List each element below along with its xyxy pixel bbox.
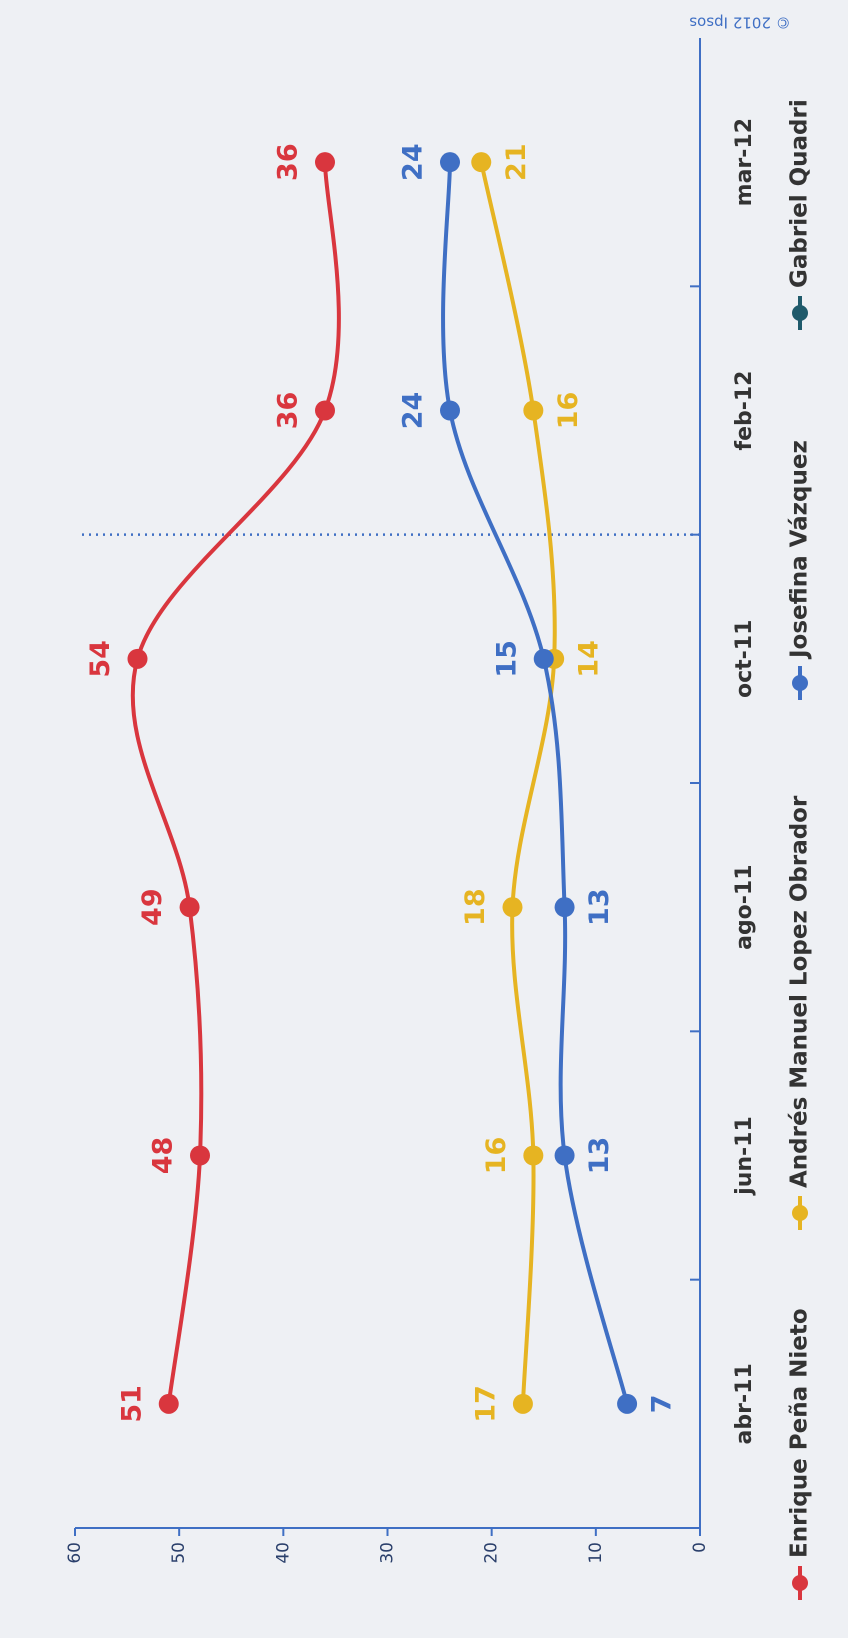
x-tick-label: abr-11 (732, 1363, 757, 1444)
y-tick-label: 10 (586, 1542, 606, 1564)
data-label: 13 (584, 1137, 615, 1175)
data-point (127, 648, 148, 669)
copyright: © 2012 Ipsos (689, 14, 791, 32)
data-point (315, 400, 335, 421)
x-tick-label: oct-11 (732, 620, 757, 698)
data-point (554, 897, 575, 918)
data-label: 51 (116, 1385, 147, 1423)
data-label: 24 (398, 392, 429, 430)
legend-label: Gabriel Quadri (787, 99, 813, 288)
data-label: 49 (137, 888, 168, 926)
data-point (502, 897, 523, 918)
data-label: 17 (470, 1385, 501, 1423)
series-line (479, 161, 557, 1404)
data-label: 7 (647, 1394, 678, 1413)
plot-group: 0 10 20 30 40 50 60 abr-11 jun-11 ago-11 oct-11 feb… (65, 38, 813, 1600)
data-label: 21 (501, 143, 532, 181)
data-label: 36 (273, 392, 304, 430)
data-point (179, 897, 200, 918)
x-tick-label: ago-11 (732, 864, 757, 949)
y-tick-label: 20 (482, 1542, 502, 1564)
data-point (554, 1145, 575, 1166)
data-point (440, 152, 460, 173)
legend-label: Josefina Vázquez (787, 440, 813, 660)
data-point (523, 400, 544, 421)
y-tick-label: 40 (273, 1542, 293, 1564)
data-point (512, 1393, 533, 1414)
legend-label: Enrique Peña Nieto (787, 1308, 813, 1558)
y-tick-label: 50 (169, 1542, 189, 1564)
data-point (440, 400, 460, 421)
data-label: 36 (273, 143, 304, 181)
legend-marker (792, 1575, 808, 1591)
data-point (617, 1393, 638, 1414)
legend-marker (792, 1205, 808, 1221)
legend-marker (792, 305, 808, 321)
y-tick-label: 0 (690, 1542, 710, 1553)
data-label: 14 (574, 640, 605, 678)
series-line (441, 162, 630, 1405)
series-line (130, 162, 341, 1405)
data-label: 13 (584, 888, 615, 926)
y-tick-label: 60 (65, 1542, 85, 1564)
data-label: 16 (553, 392, 584, 430)
data-point (523, 1145, 544, 1166)
data-label: 15 (491, 640, 522, 678)
x-tick-label: mar-12 (732, 118, 757, 206)
x-tick-label: feb-12 (732, 371, 757, 451)
legend-label: Andrés Manuel Lopez Obrador (787, 795, 813, 1188)
x-tick-label: jun-11 (732, 1116, 757, 1196)
data-point (190, 1145, 210, 1166)
data-label: 18 (460, 888, 491, 926)
data-label: 16 (481, 1137, 512, 1175)
legend-marker (792, 675, 808, 691)
data-point (471, 152, 492, 173)
y-tick-label: 30 (378, 1542, 398, 1564)
data-point (158, 1393, 179, 1414)
data-label: 48 (148, 1137, 179, 1175)
data-label: 54 (85, 640, 116, 678)
data-point (315, 152, 335, 173)
data-point (533, 648, 554, 669)
data-label: 24 (398, 143, 429, 181)
